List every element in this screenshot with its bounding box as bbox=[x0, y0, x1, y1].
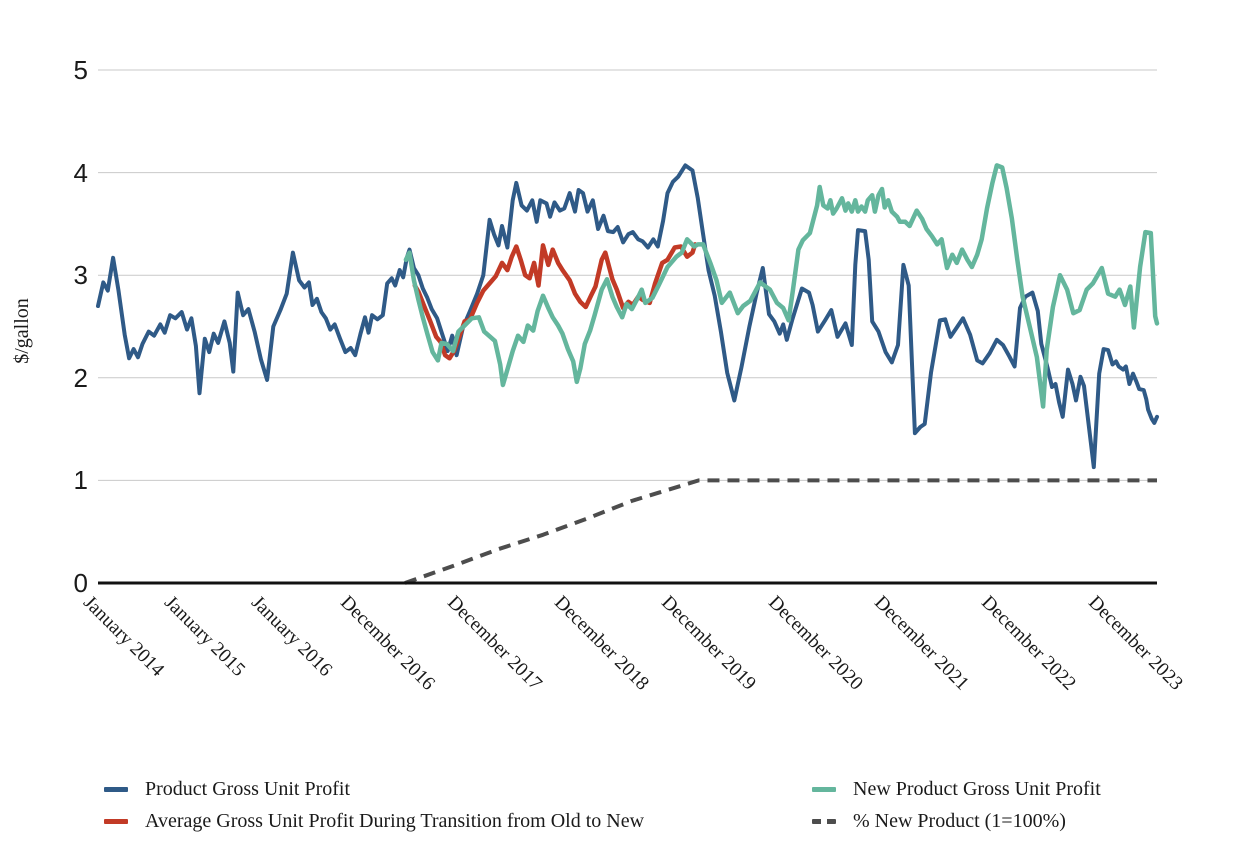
legend-label: Average Gross Unit Profit During Transit… bbox=[145, 809, 645, 832]
legend-column-left: Product Gross Unit Profit Average Gross … bbox=[104, 773, 644, 837]
x-tick-label: December 2016 bbox=[336, 592, 440, 695]
legend-label: New Product Gross Unit Profit bbox=[853, 777, 1101, 800]
legend-swatch-teal-line bbox=[812, 786, 836, 792]
x-tick-label: December 2017 bbox=[443, 592, 546, 695]
series-new-product-gross-unit-profit bbox=[403, 163, 1160, 409]
legend-label: % New Product (1=100%) bbox=[853, 809, 1066, 832]
chart-plot-area bbox=[96, 69, 1160, 585]
series-pct-new-product bbox=[404, 478, 1157, 585]
x-tick-label: December 2018 bbox=[550, 592, 653, 695]
legend-swatch-dashed-line bbox=[812, 818, 836, 824]
x-tick-label: December 2019 bbox=[656, 592, 760, 695]
y-axis-title: $/gallon bbox=[11, 298, 33, 364]
x-tick-label: January 2014 bbox=[79, 592, 168, 681]
legend-label: Product Gross Unit Profit bbox=[145, 777, 350, 800]
x-axis-tick-labels: January 2014 January 2015 January 2016 Dece… bbox=[0, 592, 1252, 752]
x-tick-label: January 2016 bbox=[246, 592, 336, 681]
legend-item-pct-new-product: % New Product (1=100%) bbox=[812, 805, 1101, 837]
y-tick-label-4: 4 bbox=[73, 157, 88, 188]
legend-item-new-product-profit: New Product Gross Unit Profit bbox=[812, 773, 1101, 805]
x-tick-label: December 2020 bbox=[763, 592, 867, 695]
legend-item-product-gross-unit-profit: Product Gross Unit Profit bbox=[104, 773, 644, 805]
x-tick-label: December 2021 bbox=[870, 592, 974, 695]
legend-swatch-red-line bbox=[104, 818, 128, 824]
legend-column-right: New Product Gross Unit Profit % New Prod… bbox=[812, 773, 1101, 837]
y-tick-label-0: 0 bbox=[73, 568, 88, 598]
x-tick-label: December 2022 bbox=[977, 592, 1080, 695]
series-product-gross-unit-profit bbox=[96, 163, 1159, 470]
y-tick-label-3: 3 bbox=[73, 260, 88, 291]
y-tick-label-5: 5 bbox=[73, 55, 88, 85]
x-tick-label: January 2015 bbox=[159, 592, 249, 681]
y-tick-label-2: 2 bbox=[73, 362, 88, 393]
legend-swatch-blue-line bbox=[104, 786, 128, 792]
legend-item-average-transition-profit: Average Gross Unit Profit During Transit… bbox=[104, 805, 644, 837]
x-tick-label: December 2023 bbox=[1084, 592, 1187, 695]
y-tick-label-1: 1 bbox=[73, 465, 88, 496]
